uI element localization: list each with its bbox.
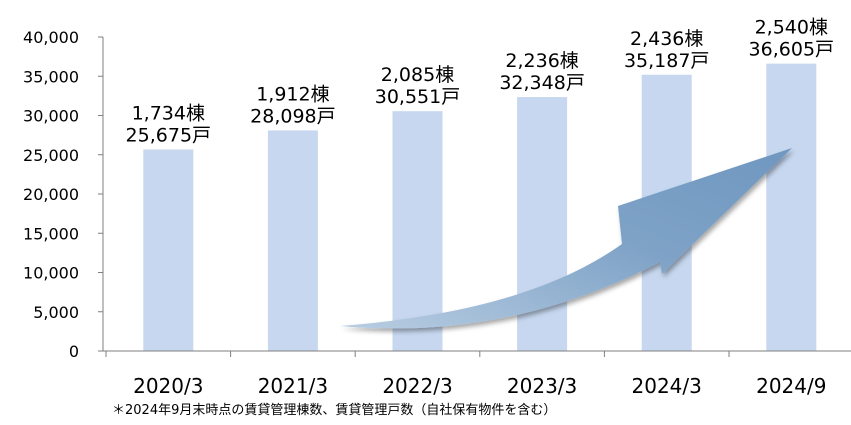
trend-arrow <box>340 148 792 329</box>
data-label-buildings: 2,085棟 <box>381 64 454 86</box>
y-tick-label: 0 <box>69 342 79 361</box>
y-tick-label: 15,000 <box>23 224 79 243</box>
y-tick-label: 30,000 <box>23 107 79 126</box>
x-axis: 2020/3 2021/3 2022/3 2023/3 2024/3 2024/9 <box>103 350 851 398</box>
data-label-units: 35,187戸 <box>624 50 709 72</box>
data-label-buildings: 2,540棟 <box>755 17 828 39</box>
data-label-units: 32,348戸 <box>499 72 584 94</box>
data-label-buildings: 1,912棟 <box>256 83 329 105</box>
y-tick-label: 25,000 <box>23 146 79 165</box>
x-tick-label: 2024/9 <box>756 374 826 398</box>
bar-chart: 0 5,000 10,000 15,000 20,000 25,000 30,000 35,0… <box>23 17 851 398</box>
data-label-buildings: 2,236棟 <box>505 50 578 72</box>
x-tick-label: 2022/3 <box>382 374 452 398</box>
y-tick-label: 20,000 <box>23 185 79 204</box>
data-label-buildings: 2,436棟 <box>630 28 703 50</box>
y-tick-label: 35,000 <box>23 67 79 86</box>
x-tick-label: 2021/3 <box>258 374 328 398</box>
bar-2024/9 <box>766 63 817 351</box>
data-label-units: 30,551戸 <box>375 86 460 108</box>
bar-2022/3 <box>392 111 443 351</box>
bar-2021/3 <box>267 130 318 351</box>
data-label-buildings: 1,734棟 <box>132 102 205 124</box>
bar-2020/3 <box>143 149 194 351</box>
y-tick-label: 40,000 <box>23 28 79 47</box>
data-label-units: 28,098戸 <box>250 105 335 127</box>
data-label-units: 25,675戸 <box>126 124 211 146</box>
x-tick-label: 2023/3 <box>507 374 577 398</box>
x-tick-label: 2024/3 <box>632 374 702 398</box>
footnote: ＊2024年9月末時点の賃貸管理棟数、賃貸管理戸数（自社保有物件を含む） <box>112 403 557 418</box>
trend-arrow-shape <box>340 148 792 329</box>
x-tick-label: 2020/3 <box>133 374 203 398</box>
data-label-units: 36,605戸 <box>749 39 834 61</box>
y-tick-label: 5,000 <box>33 303 79 322</box>
y-tick-label: 10,000 <box>23 264 79 283</box>
y-axis: 0 5,000 10,000 15,000 20,000 25,000 30,000 35,0… <box>23 28 104 361</box>
